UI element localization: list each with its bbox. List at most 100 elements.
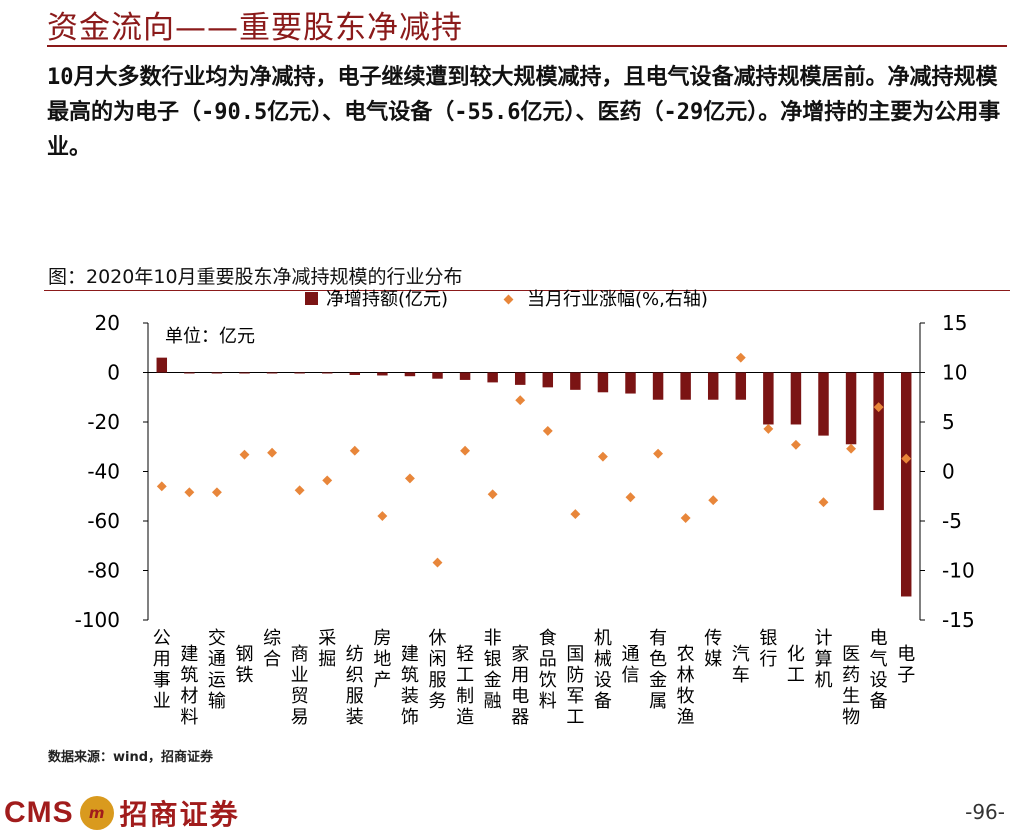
- unit-label: 单位：亿元: [165, 326, 255, 347]
- dot-计算机: [818, 497, 829, 508]
- figure-title: 图：2020年10月重要股东净减持规模的行业分布: [48, 266, 463, 288]
- left-tick-label: 0: [107, 361, 120, 385]
- dot-房地产: [377, 511, 388, 521]
- category-label-交通运输: 交通运输: [208, 628, 226, 712]
- category-label-非银金融: 非银金融: [484, 628, 502, 712]
- category-label-传媒: 传媒: [704, 628, 722, 670]
- category-label-综合: 综合: [263, 628, 281, 670]
- dot-钢铁: [239, 449, 250, 460]
- dot-有色金属: [653, 448, 664, 459]
- category-label-采掘: 采掘: [318, 628, 336, 670]
- right-tick-label: -15: [942, 608, 975, 632]
- category-label-有色金属: 有色金属: [649, 628, 667, 712]
- bar-采掘: [321, 372, 333, 374]
- bar-建筑材料: [184, 372, 195, 374]
- category-label-银行: 银行: [759, 628, 777, 670]
- category-label-房地产: 房地产: [373, 628, 391, 691]
- category-label-计算机: 计算机: [815, 628, 833, 691]
- dot-家用电器: [515, 395, 526, 406]
- bar-交通运输: [211, 372, 223, 374]
- bar-房地产: [377, 372, 388, 376]
- category-label-农林牧渔: 农林牧渔: [677, 644, 695, 728]
- left-tick-label: -100: [75, 608, 120, 632]
- bar-家用电器: [514, 372, 526, 385]
- dot-机械设备: [597, 451, 608, 462]
- bar-计算机: [818, 372, 829, 436]
- page-number: -96-: [965, 800, 1005, 824]
- bar-商业贸易: [294, 372, 305, 374]
- bar-通信: [625, 372, 636, 394]
- category-label-钢铁: 钢铁: [236, 644, 254, 686]
- bar-机械设备: [597, 372, 609, 393]
- category-label-纺织服装: 纺织服装: [346, 644, 364, 728]
- category-label-电子: 电子: [897, 644, 915, 686]
- dot-建筑装饰: [404, 473, 415, 484]
- category-label-化工: 化工: [787, 644, 805, 686]
- bar-有色金属: [652, 372, 664, 400]
- dot-纺织服装: [349, 445, 360, 456]
- dot-交通运输: [211, 487, 222, 498]
- legend-bar-swatch: [305, 292, 318, 305]
- legend-dot-label: 当月行业涨幅(%,右轴): [527, 289, 708, 310]
- category-label-休闲服务: 休闲服务: [429, 628, 447, 712]
- bar-国防军工: [570, 372, 581, 390]
- bar-食品饮料: [542, 372, 554, 388]
- chart: 20 0 -20 -40 -60 -80 -100 15 10 5 0 -5 -10 -15 单位：亿元 净增…: [75, 289, 975, 728]
- category-label-汽车: 汽车: [732, 644, 750, 686]
- bar-钢铁: [239, 372, 250, 374]
- title-underline: [47, 45, 1007, 47]
- dot-通信: [625, 492, 636, 503]
- category-label-国防军工: 国防军工: [566, 644, 584, 728]
- dot-汽车: [735, 352, 746, 363]
- category-label-家用电器: 家用电器: [511, 644, 529, 728]
- bar-传媒: [707, 372, 719, 400]
- dot-建筑材料: [184, 487, 195, 498]
- bar-轻工制造: [459, 372, 471, 380]
- dot-非银金融: [487, 489, 498, 500]
- legend-dot-swatch: [503, 294, 514, 305]
- dot-休闲服务: [432, 557, 443, 568]
- category-label-机械设备: 机械设备: [594, 628, 612, 712]
- category-label-公用事业: 公用事业: [153, 628, 171, 712]
- category-label-商业贸易: 商业贸易: [291, 644, 309, 728]
- dot-公用事业: [156, 481, 167, 492]
- dot-食品饮料: [542, 425, 553, 436]
- category-label-医药生物: 医药生物: [842, 644, 860, 728]
- dot-电子: [901, 453, 912, 464]
- bar-公用事业: [156, 357, 168, 373]
- dot-银行: [763, 423, 774, 434]
- summary-text: 10月大多数行业均为净减持，电子继续遭到较大规模减持，且电气设备减持规模居前。净…: [47, 65, 1001, 160]
- bar-化工: [790, 372, 802, 425]
- left-tick-label: -60: [87, 509, 120, 533]
- bar-医药生物: [845, 372, 857, 445]
- data-source: 数据来源：wind，招商证券: [48, 750, 214, 765]
- page-title: 资金流向——重要股东净减持: [47, 10, 463, 46]
- bar-汽车: [735, 372, 747, 400]
- bar-电子: [900, 372, 912, 597]
- right-tick-label: 15: [942, 311, 967, 335]
- dot-农林牧渔: [680, 513, 691, 523]
- logo-mark-icon: m: [79, 796, 114, 830]
- left-tick-label: 20: [95, 311, 120, 335]
- legend-bar-label: 净增持额(亿元): [326, 289, 448, 310]
- right-tick-label: -5: [942, 509, 962, 533]
- dot-综合: [267, 447, 278, 458]
- dot-采掘: [322, 475, 333, 486]
- company-logo: CMS m 招商证券: [4, 794, 240, 832]
- logo-text: CMS: [4, 796, 74, 829]
- category-label-食品饮料: 食品饮料: [539, 628, 557, 712]
- bar-建筑装饰: [404, 372, 416, 377]
- right-tick-label: 10: [942, 361, 967, 385]
- dot-轻工制造: [460, 445, 471, 456]
- right-tick-label: 0: [942, 460, 955, 484]
- bar-银行: [763, 372, 774, 425]
- dot-电气设备: [873, 402, 884, 413]
- bar-非银金融: [487, 372, 498, 383]
- dot-化工: [790, 439, 801, 450]
- left-tick-label: -40: [87, 460, 120, 484]
- left-tick-label: -80: [87, 559, 120, 583]
- category-label-电气设备: 电气设备: [870, 628, 888, 712]
- bar-纺织服装: [349, 372, 361, 375]
- bar-综合: [266, 372, 278, 374]
- dot-医药生物: [846, 443, 857, 454]
